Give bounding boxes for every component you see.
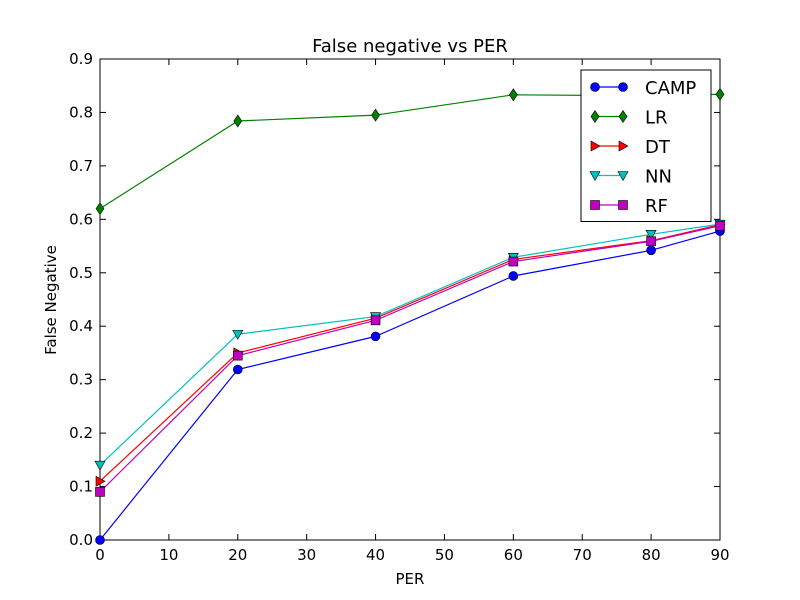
y-tick-label: 0.2: [69, 424, 93, 442]
series-rf: [95, 220, 725, 497]
x-tick-label: 90: [710, 546, 729, 564]
data-point-camp: [232, 364, 243, 375]
x-tick-label: 20: [228, 546, 247, 564]
data-point-dt: [95, 475, 106, 487]
plot-frame: [99, 58, 721, 541]
y-tick-label: 0.9: [69, 50, 93, 68]
data-point-lr: [95, 202, 105, 216]
legend-marker-rf: [590, 200, 600, 210]
data-point-nn: [232, 329, 244, 340]
data-point-camp: [646, 245, 656, 256]
legend-label-camp: CAMP: [645, 78, 696, 99]
legend-item-rf: RF: [590, 196, 668, 217]
y-tick-label: 0.1: [69, 478, 93, 496]
legend-marker-nn: [617, 171, 629, 182]
y-tick-label: 0.7: [69, 157, 93, 175]
data-point-rf: [95, 487, 105, 497]
data-point-lr: [508, 88, 518, 102]
data-point-rf: [646, 236, 656, 247]
data-point-rf: [232, 350, 243, 361]
data-point-nn: [645, 229, 657, 240]
y-tick-label: 0.6: [69, 210, 93, 228]
data-point-lr: [715, 87, 725, 101]
data-point-camp: [95, 535, 105, 545]
data-point-lr: [371, 108, 380, 122]
x-tick-label: 10: [159, 546, 178, 564]
data-point-nn: [94, 460, 106, 471]
series-nn: [94, 219, 726, 471]
legend-marker-rf: [618, 200, 628, 210]
y-tick-label: 0.0: [69, 531, 93, 549]
legend-marker-lr: [618, 109, 628, 124]
legend-label-rf: RF: [645, 196, 668, 217]
series-line-dt: [99, 224, 721, 482]
y-tick-label: 0.8: [69, 103, 93, 121]
data-point-lr: [233, 114, 243, 128]
y-tick-label: 0.3: [69, 371, 93, 389]
x-tick-label: 50: [435, 546, 454, 564]
legend-label-nn: NN: [645, 167, 672, 188]
legend-marker-dt: [590, 140, 601, 152]
legend-marker-camp: [618, 82, 628, 92]
x-tick-label: 70: [573, 546, 592, 564]
series-line-rf: [99, 225, 721, 493]
legend-label-lr: LR: [645, 108, 668, 129]
x-tick-label: 30: [297, 546, 316, 564]
series-dt: [95, 219, 726, 487]
legend-marker-camp: [590, 82, 600, 92]
y-axis-title: False Negative: [42, 245, 60, 355]
x-tick-label: 60: [504, 546, 523, 564]
x-axis-title: PER: [396, 570, 425, 588]
legend-item-dt: DT: [590, 137, 671, 158]
data-point-camp: [508, 271, 519, 281]
x-tick-label: 40: [366, 546, 385, 564]
series-line-nn: [99, 223, 721, 466]
x-tick-label: 80: [642, 546, 661, 564]
data-point-rf: [508, 256, 519, 267]
legend-item-camp: CAMP: [590, 78, 696, 99]
legend-marker-nn: [589, 171, 601, 182]
legend-item-lr: LR: [590, 108, 668, 129]
data-point-rf: [715, 220, 725, 231]
legend-marker-dt: [618, 140, 629, 152]
y-tick-label: 0.5: [69, 264, 93, 282]
data-point-camp: [370, 331, 381, 342]
legend-item-nn: NN: [589, 167, 672, 188]
legend-marker-lr: [590, 109, 600, 124]
x-tick-label: 0: [95, 546, 105, 564]
series-line-camp: [99, 230, 721, 541]
y-tick-label: 0.4: [69, 317, 93, 335]
legend-label-dt: DT: [645, 137, 671, 158]
data-point-rf: [370, 315, 381, 326]
chart-title: False negative vs PER: [312, 36, 508, 57]
series-camp: [95, 226, 725, 545]
